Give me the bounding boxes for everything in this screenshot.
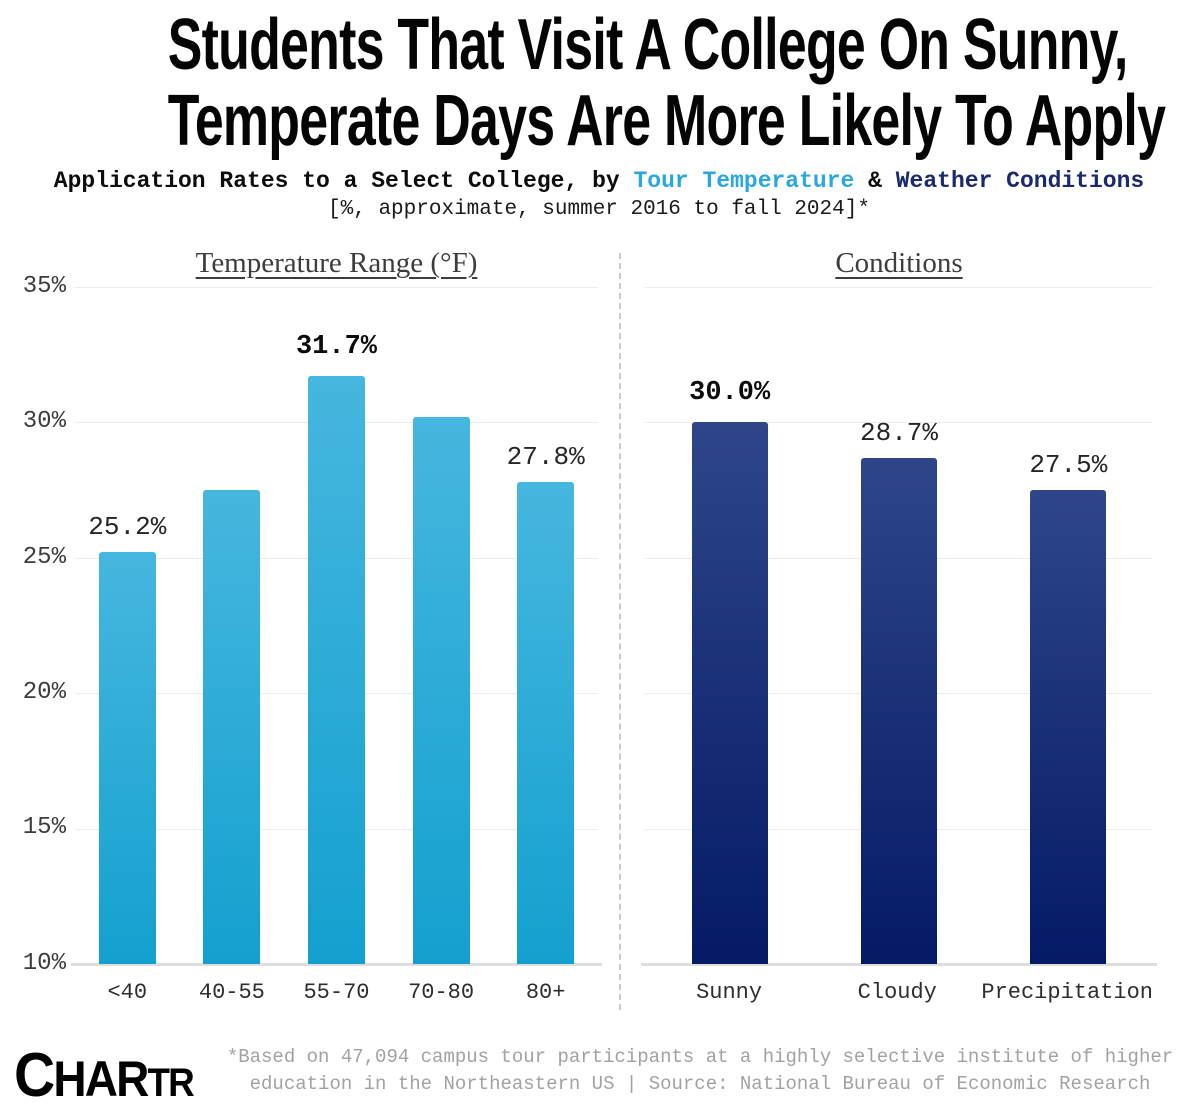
bar-slot: 28.7% <box>814 287 983 964</box>
subtitle-note: [%, approximate, summer 2016 to fall 202… <box>328 198 870 221</box>
y-tick-25: 25% <box>22 544 66 571</box>
gridline <box>645 287 1153 288</box>
x-axis-baseline <box>641 963 1157 966</box>
bar-value-label: 27.8% <box>506 441 585 472</box>
category-label: 80+ <box>525 980 566 1005</box>
bar-Precipitation <box>1030 490 1107 964</box>
logo-letter: C <box>14 1041 55 1103</box>
panel-divider <box>619 253 621 1010</box>
gridline <box>75 287 598 288</box>
source-footnote: *Based on 47,094 campus tour participant… <box>210 1044 1190 1098</box>
bar-value-label: 27.5% <box>1029 450 1108 481</box>
subtitle-ampersand: & <box>854 168 896 194</box>
temperature-category-labels: <40 40-55 55-70 70-80 80+ <box>75 980 598 1005</box>
bar-slot: 27.5% <box>984 287 1153 964</box>
bar-<40 <box>98 552 156 964</box>
category-label: 55-70 <box>303 980 370 1005</box>
panel-title-temperature: Temperature Range (°F) <box>195 247 478 279</box>
bar-Sunny <box>691 422 768 964</box>
bar-slot <box>389 287 494 964</box>
page-title-line2: Temperate Days Are More Likely To Apply <box>167 81 1166 161</box>
bar-slot: 25.2% <box>75 287 180 964</box>
category-label: Precipitation <box>981 980 1154 1005</box>
bar-55-70 <box>307 376 365 964</box>
footnote-line2: education in the Northeastern US | Sourc… <box>249 1073 1151 1095</box>
x-axis-baseline <box>71 963 602 966</box>
bar-40-55 <box>203 490 261 964</box>
bar-value-label: 31.7% <box>295 332 377 363</box>
logo-letter: R <box>168 1061 195 1103</box>
conditions-category-labels: Sunny Cloudy Precipitation <box>645 980 1153 1005</box>
bar-slot: 30.0% <box>645 287 814 964</box>
bar-slot <box>180 287 285 964</box>
bar-value-label: 28.7% <box>859 417 938 448</box>
category-label: 70-80 <box>408 980 475 1005</box>
y-tick-10: 10% <box>22 950 66 977</box>
y-tick-15: 15% <box>22 814 66 841</box>
subtitle-prefix: Application Rates to a Select College, b… <box>53 168 634 194</box>
bar-slot: 31.7% <box>284 287 389 964</box>
bar-70-80 <box>412 416 470 964</box>
logo-letter: R <box>116 1051 149 1103</box>
chartr-logo: CHARTR <box>14 1040 195 1103</box>
gridline <box>645 422 1153 424</box>
conditions-panel-plot: 30.0% 28.7% 27.5% <box>641 287 1157 966</box>
bar-slot: 27.8% <box>493 287 598 964</box>
bar-80+ <box>517 481 575 964</box>
y-tick-20: 20% <box>22 679 66 706</box>
category-label: <40 <box>107 980 148 1005</box>
logo-letter: H <box>53 1051 86 1103</box>
temperature-panel-plot: 25.2% 31.7% 27.8% <box>71 287 602 966</box>
category-label: 40-55 <box>198 980 265 1005</box>
y-tick-30: 30% <box>22 408 66 435</box>
subtitle-weather-conditions: Weather Conditions <box>895 168 1145 194</box>
bar-value-label: 25.2% <box>88 512 167 543</box>
logo-letter: T <box>147 1061 171 1103</box>
category-label: Sunny <box>696 980 763 1005</box>
subtitle-tour-temperature: Tour Temperature <box>633 168 855 194</box>
logo-letter: A <box>84 1051 118 1103</box>
bar-value-label: 30.0% <box>689 378 771 409</box>
footnote-line1: *Based on 47,094 campus tour participant… <box>226 1046 1174 1068</box>
y-tick-35: 35% <box>22 273 66 300</box>
page-title-line1: Students That Visit A College On Sunny, <box>167 5 1129 85</box>
category-label: Cloudy <box>857 980 937 1005</box>
bar-Cloudy <box>860 457 937 964</box>
panel-title-conditions: Conditions <box>835 247 963 279</box>
temperature-bars: 25.2% 31.7% 27.8% <box>75 287 598 964</box>
conditions-bars: 30.0% 28.7% 27.5% <box>645 287 1153 964</box>
chart-subtitle: Application Rates to a Select College, b… <box>0 167 1198 195</box>
